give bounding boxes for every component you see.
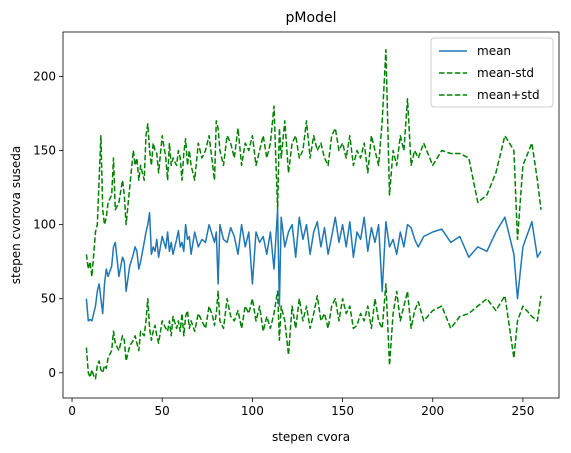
chart-title: pModel xyxy=(286,10,337,26)
legend-label: mean-std xyxy=(477,66,534,80)
x-tick-label: 250 xyxy=(511,404,534,418)
x-axis-label: stepen cvora xyxy=(272,430,350,444)
legend-box xyxy=(430,37,554,108)
legend-label: mean+std xyxy=(477,88,540,102)
x-tick-label: 200 xyxy=(421,404,444,418)
y-tick-label: 0 xyxy=(48,366,56,380)
series-layer xyxy=(85,49,542,380)
x-tick-label: 0 xyxy=(68,404,76,418)
series-line-mean xyxy=(85,209,542,322)
x-tick-label: 50 xyxy=(155,404,170,418)
series-line-mean-std xyxy=(85,283,542,380)
y-tick-label: 50 xyxy=(41,292,56,306)
series-line-mean-std xyxy=(85,49,542,278)
axes: 0 50 100 150 200 250 0 50 100 150 200 xyxy=(33,69,534,418)
y-axis-label: stepen cvorova suseda xyxy=(9,146,23,285)
x-tick-label: 150 xyxy=(331,404,354,418)
legend-label: mean xyxy=(477,44,511,58)
legend: mean mean-std mean+std xyxy=(430,37,554,108)
x-tick-label: 100 xyxy=(241,404,264,418)
y-tick-label: 150 xyxy=(33,144,56,158)
y-tick-label: 100 xyxy=(33,218,56,232)
y-tick-label: 200 xyxy=(33,69,56,83)
plot-frame xyxy=(62,31,560,399)
